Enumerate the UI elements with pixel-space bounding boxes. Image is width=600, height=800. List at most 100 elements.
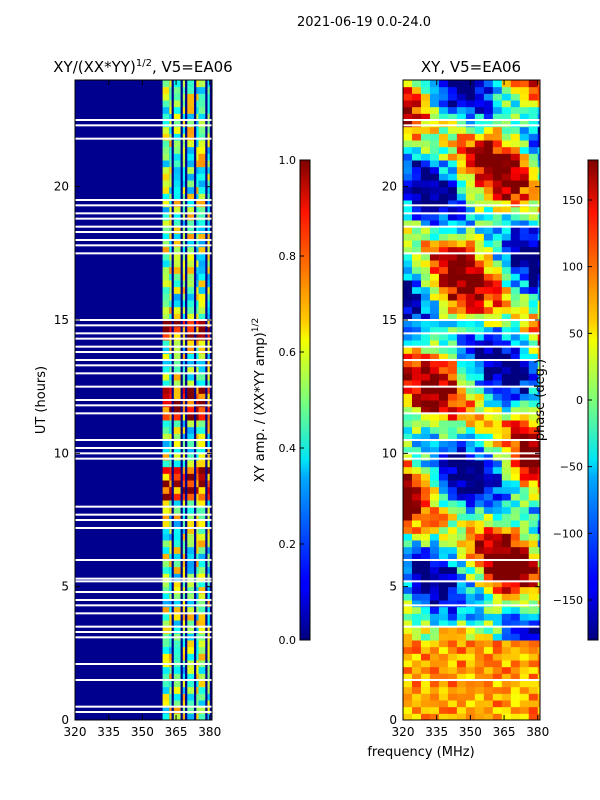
- right-heatmap-cell: [492, 473, 503, 481]
- right-heatmap-cell: [501, 146, 512, 154]
- right-heatmap-cell: [519, 613, 530, 621]
- right-heatmap-cell: [492, 226, 503, 234]
- right-heatmap-cell: [438, 313, 449, 321]
- right-heatmap-cell: [501, 186, 512, 194]
- right-heatmap-cell: [474, 313, 485, 321]
- left-heatmap-cell: [182, 286, 186, 294]
- right-heatmap-cell: [501, 333, 512, 341]
- right-heatmap-cell: [474, 586, 485, 594]
- right-heatmap-cell: [429, 280, 440, 288]
- left-flagged-row: [75, 577, 212, 580]
- right-heatmap-cell: [420, 460, 431, 468]
- right-heatmap-cell: [465, 573, 476, 581]
- left-flagged-row: [75, 217, 212, 220]
- left-heatmap-cell: [187, 533, 195, 541]
- right-heatmap-cell: [429, 293, 440, 301]
- right-panel-title: XY, V5=EA06: [421, 58, 521, 76]
- right-heatmap-cell: [537, 553, 540, 561]
- left-heatmap-cell: [207, 106, 210, 114]
- right-heatmap-cell: [438, 686, 449, 694]
- right-heatmap-cell: [411, 700, 422, 708]
- right-heatmap-cell: [492, 600, 503, 608]
- left-heatmap-cell: [162, 200, 170, 208]
- right-heatmap-cell: [403, 620, 413, 628]
- right-heatmap-cell: [420, 420, 431, 428]
- right-heatmap-cell: [411, 340, 422, 348]
- right-heatmap-cell: [465, 420, 476, 428]
- right-heatmap-cell: [474, 553, 485, 561]
- right-heatmap-cell: [519, 286, 530, 294]
- right-heatmap-cell: [537, 466, 540, 474]
- left-heatmap-cell: [198, 700, 206, 708]
- right-heatmap-cell: [447, 673, 458, 681]
- right-heatmap-cell: [492, 333, 503, 341]
- right-heatmap-cell: [420, 600, 431, 608]
- right-heatmap-cell: [403, 233, 413, 241]
- right-heatmap-cell: [537, 586, 540, 594]
- left-heatmap-cell: [196, 653, 199, 661]
- right-heatmap-cell: [519, 133, 530, 141]
- left-heatmap-cell: [162, 586, 170, 594]
- left-heatmap-cell: [196, 313, 199, 321]
- right-heatmap-cell: [429, 340, 440, 348]
- right-heatmap-cell: [474, 406, 485, 414]
- left-heatmap-cell: [187, 180, 195, 188]
- left-heatmap-cell: [196, 273, 199, 281]
- right-heatmap-cell: [438, 680, 449, 688]
- right-heatmap-cell: [537, 533, 540, 541]
- left-heatmap-cell: [207, 193, 210, 201]
- right-heatmap-cell: [510, 160, 521, 168]
- x-axis-label: frequency (MHz): [367, 745, 474, 760]
- left-heatmap-cell: [173, 506, 181, 514]
- right-heatmap-cell: [447, 620, 458, 628]
- left-xtick-label: 380: [198, 725, 221, 739]
- left-heatmap-cell: [198, 300, 206, 308]
- left-heatmap-cell: [182, 593, 186, 601]
- left-heatmap-cell: [198, 180, 206, 188]
- right-heatmap-cell: [483, 540, 494, 548]
- right-heatmap-cell: [474, 240, 485, 248]
- left-xtick-label: 350: [131, 725, 154, 739]
- right-heatmap-cell: [501, 106, 512, 114]
- right-heatmap-cell: [528, 140, 539, 148]
- right-heatmap-cell: [492, 266, 503, 274]
- right-heatmap-cell: [438, 220, 449, 228]
- right-heatmap-cell: [501, 213, 512, 221]
- left-heatmap-cell: [162, 246, 170, 254]
- right-heatmap-cell: [411, 640, 422, 648]
- right-heatmap-cell: [456, 660, 467, 668]
- right-heatmap-cell: [528, 293, 539, 301]
- right-heatmap-cell: [537, 386, 540, 394]
- left-heatmap-cell: [196, 640, 199, 648]
- right-heatmap-cell: [501, 426, 512, 434]
- right-heatmap-cell: [519, 580, 530, 588]
- right-heatmap-cell: [528, 506, 539, 514]
- right-heatmap-cell: [501, 306, 512, 314]
- right-heatmap-cell: [501, 393, 512, 401]
- right-heatmap-cell: [456, 666, 467, 674]
- right-heatmap-cell: [429, 333, 440, 341]
- right-heatmap-cell: [438, 446, 449, 454]
- right-heatmap-cell: [483, 300, 494, 308]
- right-heatmap-cell: [528, 240, 539, 248]
- left-heatmap-cell: [173, 673, 181, 681]
- left-heatmap-cell: [162, 386, 170, 394]
- left-heatmap-cell: [207, 506, 210, 514]
- right-heatmap-cell: [429, 226, 440, 234]
- right-heatmap-cell: [492, 113, 503, 121]
- right-heatmap-cell: [438, 126, 449, 134]
- right-heatmap-cell: [456, 186, 467, 194]
- right-heatmap-cell: [420, 233, 431, 241]
- right-heatmap-cell: [474, 133, 485, 141]
- right-heatmap-cell: [420, 653, 431, 661]
- right-heatmap-cell: [429, 153, 440, 161]
- right-heatmap-cell: [501, 246, 512, 254]
- right-heatmap-cell: [474, 633, 485, 641]
- left-heatmap-cell: [198, 266, 206, 274]
- right-heatmap-cell: [420, 613, 431, 621]
- right-heatmap-cell: [474, 126, 485, 134]
- left-heatmap-cell: [173, 400, 181, 408]
- left-heatmap-cell: [196, 686, 199, 694]
- right-heatmap-cell: [456, 426, 467, 434]
- right-heatmap-cell: [510, 186, 521, 194]
